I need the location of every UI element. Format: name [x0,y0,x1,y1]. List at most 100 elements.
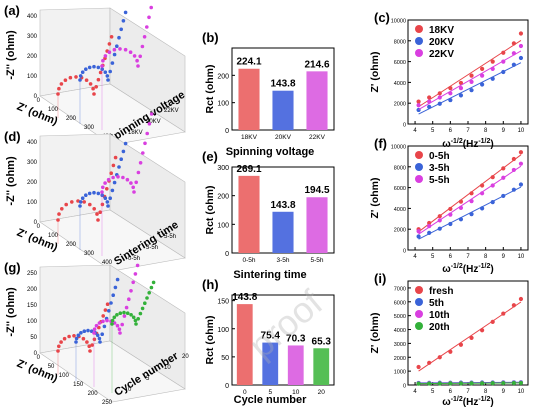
nyquist-point-blue [92,64,96,69]
nyquist-point-red [90,343,94,347]
panel-label: (e) [202,149,218,164]
nyquist-point-magenta [124,305,129,310]
chart-panel-i: 0 1000 2000 3000 4000 5000 6000 7000 4 5 6 7 8 9 10 fre… [369,271,529,408]
x-tick-label: 10 [518,389,525,395]
point-5-5h [490,183,495,188]
nyquist-point-red [68,75,73,80]
nyquist-point-blue [113,285,118,290]
z-tick-label: 200 [27,54,38,60]
x-tick-label: 20 [318,389,326,396]
nyquist-point-red [70,200,74,204]
point-5-5h [511,167,516,173]
nyquist-point-magenta [128,50,133,54]
nyquist-point-blue [123,10,128,15]
nyquist-point-red [105,302,110,307]
nyquist-point-blue [82,329,87,334]
x-tick-label: 5 [431,389,435,395]
nyquist-point-magenta [129,181,133,185]
nyquist-point-blue [103,196,108,200]
nyquist-point-magenta [134,180,138,185]
x-tick-label: 20KV [275,134,292,141]
nyquist-point-magenta [105,318,109,323]
x-tick-label: 8 [484,389,488,395]
panel-label: (i) [374,271,386,286]
x-tick-label: 400 [102,260,113,266]
point-5-5h [437,218,442,223]
nyquist-point-blue [78,74,83,78]
point-0-5h [480,183,485,188]
nyquist-point-magenta [142,35,147,39]
x-tick-label: 22KV [309,134,326,141]
nyquist-point-red [59,82,64,86]
point-20th [518,380,524,386]
nyquist-point-magenta [132,190,136,194]
x-tick-label: 0 [243,389,247,396]
z-axis-title: -Z'' (ohm) [5,30,17,80]
plot-frame [407,280,529,386]
nyquist-point-blue [110,188,115,193]
point-20th [511,380,516,386]
nyquist-point-magenta [97,321,102,325]
nyquist-point-magenta [132,54,137,58]
legend-label: 18KV [429,25,454,36]
axis-title-part: ) [490,397,493,408]
z-tick-label: 150 [27,303,38,309]
depth-tick-label: 5-5h [164,234,176,240]
point-22KV [416,103,421,108]
point-18KV [501,50,506,55]
point-3-5h [458,217,464,222]
nyquist-point-magenta [94,323,99,328]
x-tick-label: 0-5h [242,257,255,264]
y-tick-label: 100 [217,101,229,108]
plot-frame [231,294,335,386]
x-tick-label: 0 [37,98,41,104]
y-tick-label: 100 [217,222,229,229]
legend-marker-fresh [415,286,423,294]
y-axis-title: Rct (ohm) [204,316,216,365]
nyquist-point-magenta [129,289,133,293]
point-20KV [511,62,516,67]
point-22KV [511,51,516,56]
y-tick-label: 4000 [394,207,406,213]
bar-0-5h [238,175,260,253]
point-20th [490,381,495,386]
nyquist-point-red [72,334,76,338]
y-tick-label: 5000 [394,314,406,320]
nyquist-point-magenta [115,323,120,328]
nyquist-point-blue [107,309,111,313]
point-22KV [437,95,442,100]
x-axis-title: Cycle number [234,394,307,406]
x-tick-label: 6 [449,128,453,134]
nyquist-point-blue [86,328,90,333]
bar-10 [287,345,304,385]
nyquist-point-blue [79,331,83,335]
nyquist-point-green [122,310,126,315]
y-tick-label: 150 [217,299,229,306]
nyquist-point-magenta [112,47,117,52]
nyquist-point-red [109,35,114,39]
y-axis-title: Rct (ohm) [204,65,216,114]
z-tick-label: 0 [34,351,38,357]
point-0-5h [448,206,453,212]
nyquist-point-red [101,314,105,318]
nyquist-point-green [138,311,143,316]
back-wall [39,7,111,97]
point-0-5h [490,175,495,180]
depth-tick-label: 5 [146,376,150,382]
bar-value-label: 75.4 [261,331,281,342]
x-tick-label: 300 [84,251,95,257]
point-3-5h [480,206,485,211]
z-tick-label: 100 [27,319,38,325]
point-20KV [501,69,506,75]
point-fresh [427,360,432,365]
point-22KV [501,59,506,64]
depth-tick-label: 10 [164,365,171,371]
point-20KV [469,88,474,93]
nyquist-point-magenta [138,54,142,59]
x-tick-label: 300 [84,125,95,131]
point-3-5h [448,221,453,227]
point-22KV [469,79,474,84]
point-0-5h [458,199,464,204]
point-20th [427,381,432,386]
legend-marker-5-5h [415,175,423,183]
